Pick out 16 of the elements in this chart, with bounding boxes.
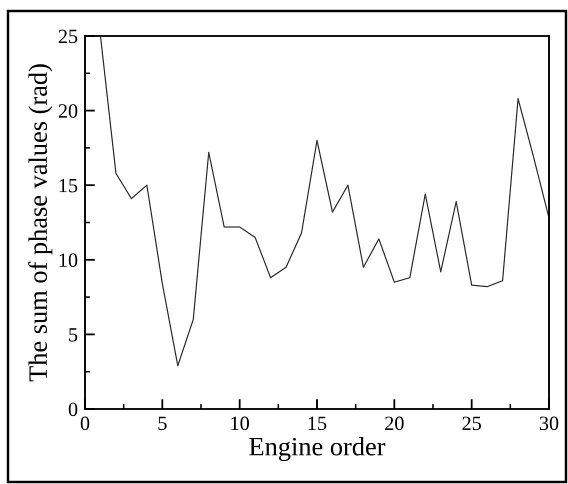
y-tick-label: 10 <box>60 253 78 267</box>
x-tick-label: 10 <box>231 416 249 430</box>
y-tick-label: 25 <box>58 30 78 44</box>
y-tick-label: 20 <box>58 104 78 118</box>
x-tick-label: 30 <box>540 416 558 430</box>
y-axis-title: The sum of phase values (rad) <box>28 64 52 382</box>
x-tick-label: 5 <box>158 416 167 430</box>
y-tick-label: 15 <box>60 178 78 192</box>
x-axis-title: Engine order <box>249 436 386 461</box>
y-tick-label: 5 <box>69 328 78 342</box>
x-tick-label: 20 <box>385 416 404 430</box>
line-series <box>100 36 549 366</box>
x-tick-label: 25 <box>462 416 481 430</box>
x-tick-label: 15 <box>308 416 326 430</box>
y-tick-label: 0 <box>68 402 78 416</box>
x-tick-label: 0 <box>80 416 90 430</box>
